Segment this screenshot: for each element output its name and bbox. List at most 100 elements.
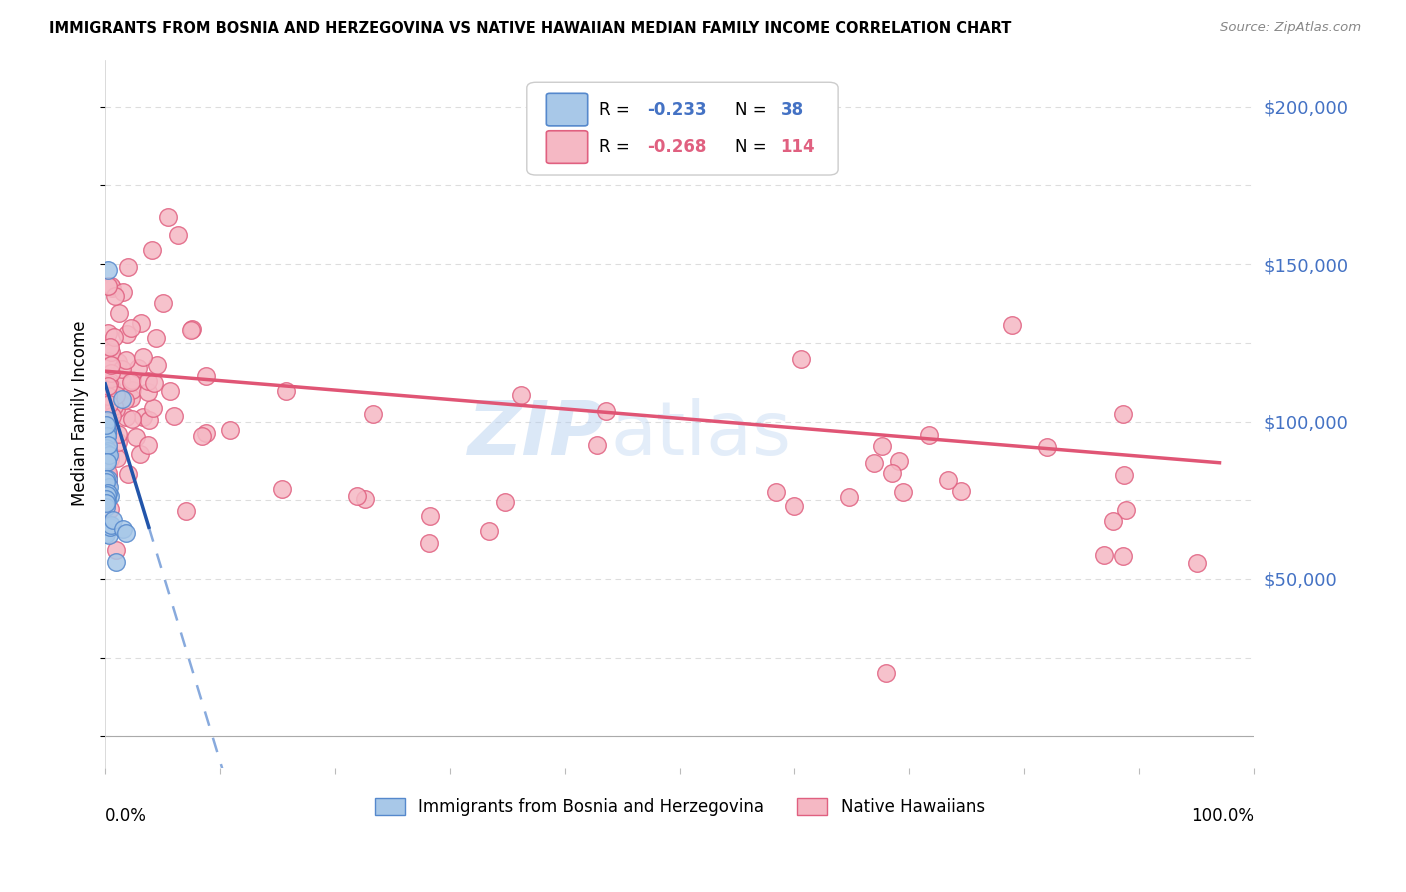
Point (97, 485, 120, 500)
Text: R =: R = (599, 138, 636, 156)
Point (891, 484, 914, 499)
Point (96, 452, 118, 467)
Y-axis label: Median Family Income: Median Family Income (72, 321, 89, 507)
Point (872, 439, 894, 453)
Point (361, 407, 384, 421)
Point (104, 388, 127, 402)
Point (789, 352, 811, 367)
Point (121, 412, 143, 426)
Point (97, 444, 120, 458)
Point (97, 397, 120, 411)
Point (94, 524, 117, 539)
Point (97, 480, 120, 494)
Point (121, 384, 143, 398)
Point (419, 508, 441, 523)
Point (97, 448, 120, 462)
Point (104, 396, 127, 410)
Text: 114: 114 (780, 138, 815, 156)
Point (105, 451, 128, 466)
Point (96, 326, 118, 340)
Point (96, 475, 118, 489)
Text: 100.0%: 100.0% (1191, 806, 1254, 824)
Point (96, 417, 118, 432)
Point (100, 366, 122, 380)
Point (100, 518, 122, 533)
Point (94, 486, 117, 500)
Point (1112, 467, 1135, 482)
Point (586, 437, 609, 451)
Point (101, 280, 124, 294)
Point (103, 330, 125, 344)
Point (194, 425, 217, 440)
Point (152, 296, 174, 310)
Point (100, 428, 122, 442)
Point (218, 423, 240, 437)
Text: ZIP: ZIP (468, 399, 605, 471)
Point (157, 210, 180, 224)
Point (96, 447, 118, 461)
Point (111, 392, 134, 406)
Point (509, 388, 531, 402)
Point (100, 379, 122, 393)
Text: -0.233: -0.233 (647, 101, 707, 119)
Point (104, 402, 127, 417)
Point (138, 413, 160, 427)
Point (127, 360, 149, 375)
Text: 38: 38 (780, 101, 804, 119)
Point (94, 526, 117, 541)
Point (145, 331, 167, 345)
Point (938, 473, 960, 487)
Text: IMMIGRANTS FROM BOSNIA AND HERZEGOVINA VS NATIVE HAWAIIAN MEDIAN FAMILY INCOME C: IMMIGRANTS FROM BOSNIA AND HERZEGOVINA V… (49, 21, 1011, 36)
Point (96, 356, 118, 370)
Point (117, 260, 139, 274)
Point (94, 441, 117, 455)
Point (94, 496, 117, 510)
Point (142, 401, 165, 416)
Point (595, 403, 617, 417)
Point (354, 491, 377, 506)
Point (97, 263, 120, 277)
Point (1001, 318, 1024, 332)
Point (103, 513, 125, 527)
Point (115, 326, 138, 341)
Point (478, 524, 501, 539)
Point (96, 429, 118, 443)
Point (136, 384, 159, 399)
Point (276, 384, 298, 399)
Point (1111, 549, 1133, 564)
Point (97, 472, 120, 486)
Point (145, 358, 167, 372)
Point (107, 435, 129, 450)
Point (194, 368, 217, 383)
Point (105, 555, 128, 569)
Point (180, 322, 202, 336)
Text: N =: N = (735, 101, 772, 119)
Point (180, 323, 202, 337)
Text: -0.268: -0.268 (647, 138, 707, 156)
Point (94, 476, 117, 491)
Point (863, 456, 886, 470)
Point (129, 317, 152, 331)
Point (1185, 556, 1208, 570)
Point (104, 289, 127, 303)
Point (94, 500, 117, 514)
Point (117, 467, 139, 481)
Point (100, 344, 122, 359)
Point (136, 438, 159, 452)
Text: atlas: atlas (610, 399, 792, 471)
Point (96, 354, 118, 368)
Point (163, 409, 186, 423)
Point (1092, 548, 1115, 562)
Point (100, 359, 122, 373)
Point (98, 452, 121, 467)
Point (783, 500, 806, 514)
Point (103, 399, 125, 413)
Point (107, 427, 129, 442)
Point (97, 438, 120, 452)
Point (111, 285, 134, 300)
Point (96, 428, 118, 442)
Point (94, 472, 117, 486)
Point (104, 392, 127, 406)
Point (98, 340, 121, 354)
Point (98, 502, 121, 516)
